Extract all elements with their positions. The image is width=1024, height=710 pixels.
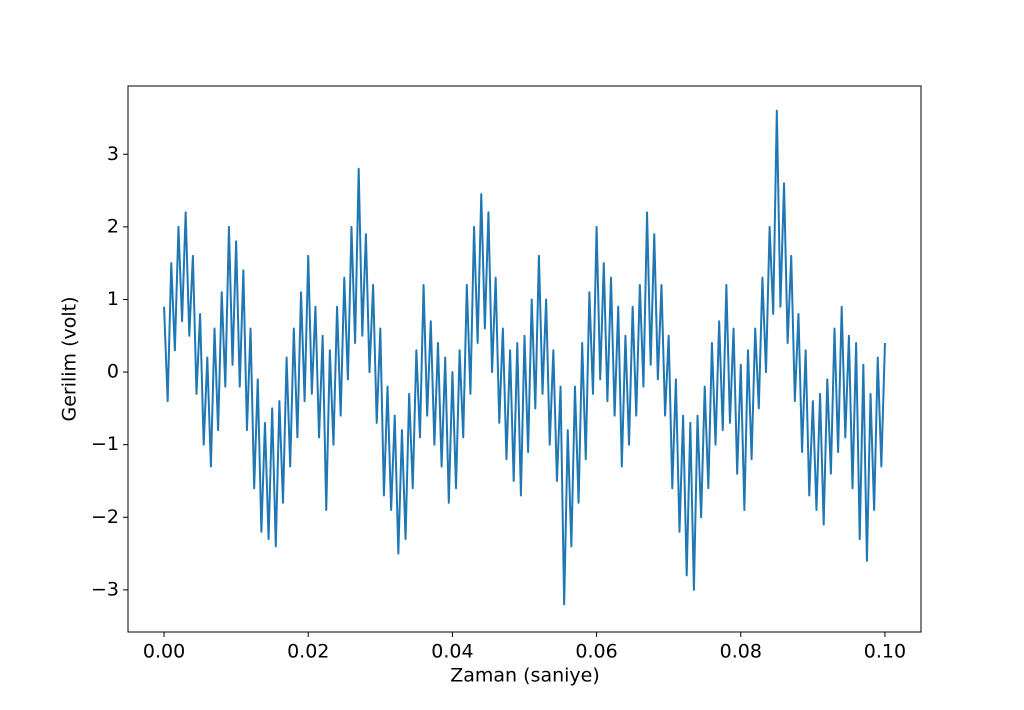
- y-axis-label: Gerilim (volt): [59, 296, 81, 421]
- x-tick-label: 0.06: [575, 641, 617, 663]
- y-tick-label: −1: [91, 433, 119, 455]
- x-tick-label: 0.08: [720, 641, 762, 663]
- plot-frame: [127, 85, 922, 633]
- signal-line: [163, 109, 886, 606]
- x-tick-label: 0.10: [864, 641, 906, 663]
- y-tick-label: 1: [107, 288, 119, 310]
- y-tick-label: −2: [91, 506, 119, 528]
- x-tick-label: 0.04: [431, 641, 473, 663]
- y-tick-label: 0: [107, 361, 119, 383]
- y-tick-label: 2: [107, 215, 119, 237]
- y-tick-label: −3: [91, 578, 119, 600]
- y-tick-label: 3: [107, 143, 119, 165]
- x-axis-label: Zaman (saniye): [450, 665, 600, 687]
- x-tick-label: 0.02: [287, 641, 329, 663]
- x-tick-label: 0.00: [143, 641, 185, 663]
